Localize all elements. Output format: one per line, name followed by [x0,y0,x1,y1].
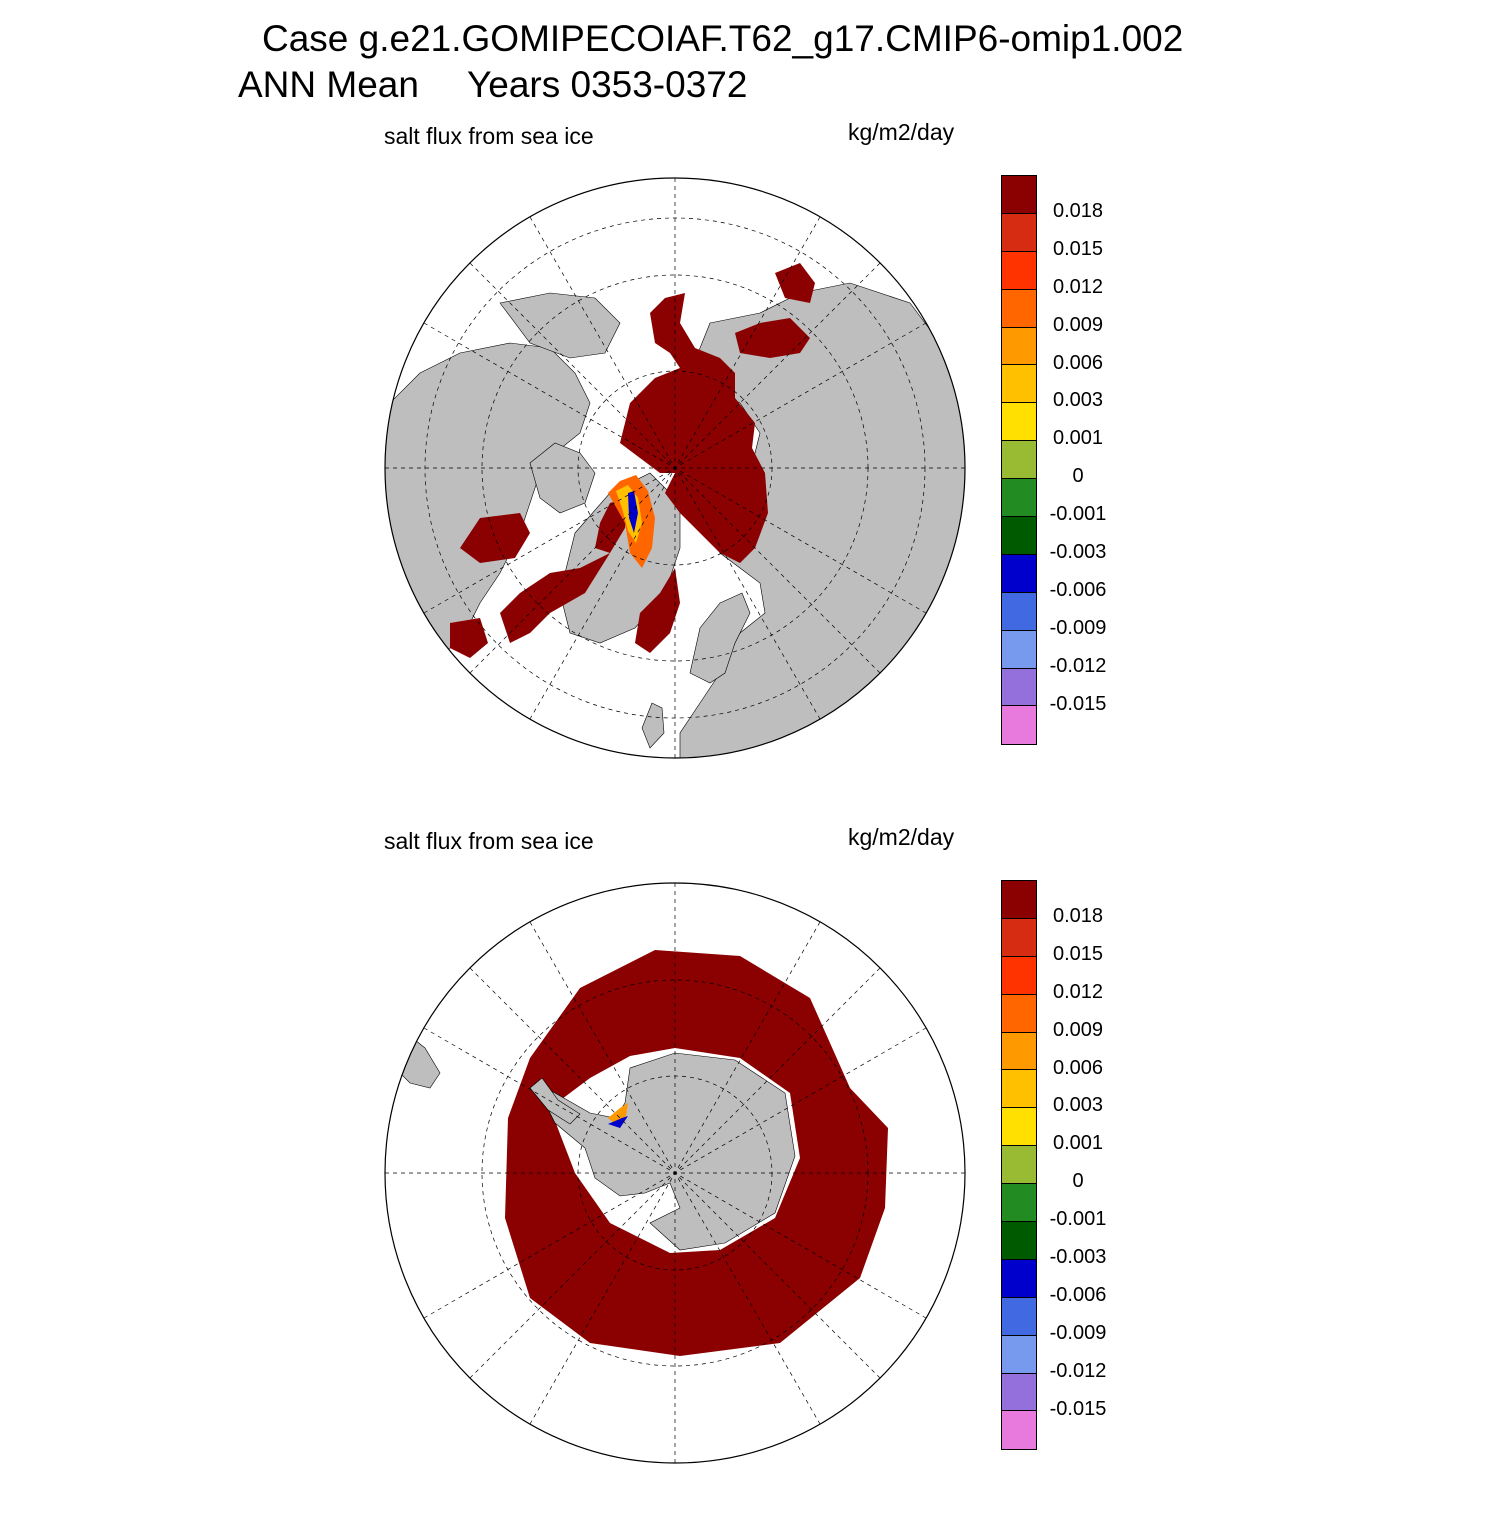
north-flux-bering [775,263,815,303]
north-flux-labrador [500,553,610,643]
north-colorbar-tick-label: 0.009 [1052,313,1104,336]
north-colorbar-tick-label: -0.012 [1049,654,1107,677]
north-colorbar-tick-label: 0.015 [1052,237,1104,260]
north-colorbar-box [1002,479,1036,518]
south-land-peninsula [529,1077,581,1125]
north-colorbar-box [1002,441,1036,480]
north-land-archipelago [529,442,596,514]
south-colorbar-tick-label: -0.012 [1049,1359,1107,1382]
south-map-border [384,882,966,1464]
south-colorbar-box [1002,956,1036,995]
south-colorbar-tick-label: 0.006 [1052,1056,1104,1079]
north-colorbar-box [1002,517,1036,555]
north-colorbar-box [1002,403,1036,442]
north-colorbar-tick-label: -0.009 [1049,616,1107,639]
season-years-title: ANN Mean Years 0353-0372 [238,64,747,106]
south-flux-gradient-blue [608,1116,628,1128]
north-colorbar-tick-label: 0.003 [1052,389,1104,412]
north-colorbar-box [1002,365,1036,404]
years-label: Years 0353-0372 [466,64,748,105]
north-panel-units: kg/m2/day [848,119,955,145]
north-land-uk [641,702,665,749]
north-flux-saint-lawrence [450,618,488,658]
north-flux-okhotsk [735,318,810,358]
north-polar-map [384,177,966,759]
south-colorbar-box [1002,1222,1036,1260]
south-colorbar-tick-label: 0.012 [1052,980,1104,1003]
north-flux-east-greenland [635,568,680,653]
south-colorbar-box [1002,1070,1036,1109]
south-colorbar-tick-label: 0.018 [1052,904,1104,927]
south-colorbar-tick-label: -0.006 [1049,1283,1107,1306]
north-colorbar-tick-label: 0 [1072,465,1084,488]
south-colorbar-tick-label: -0.001 [1049,1208,1107,1231]
south-polar-map [384,882,966,1464]
north-panel: salt flux from sea ice kg/m2/day [0,119,1500,828]
south-colorbar-tick-label: -0.003 [1049,1246,1107,1268]
north-colorbar-box [1002,251,1036,290]
south-flux-ring [505,950,888,1356]
south-colorbar-box [1002,1184,1036,1223]
north-graticule [385,178,965,758]
south-flux-gradient [608,1103,628,1124]
south-colorbar-tick-label: 0 [1072,1170,1084,1193]
south-colorbar-tick-label: 0.001 [1052,1132,1104,1155]
south-colorbar-tick-label: 0.009 [1052,1018,1104,1041]
south-colorbar-tick-label: -0.015 [1049,1397,1107,1420]
south-colorbar-box [1002,881,1036,919]
south-panel-title: salt flux from sea ice [384,828,594,854]
south-colorbar-box [1002,994,1036,1033]
south-colorbar-box [1002,918,1036,957]
north-colorbar-box [1002,176,1036,214]
north-flux-hudson-bay [460,513,530,563]
south-colorbar-box [1002,1373,1036,1412]
south-colorbar-box [1002,1259,1036,1298]
north-flux-arctic-basin [620,293,768,563]
north-colorbar-box [1002,668,1036,707]
south-panel-units: kg/m2/day [848,824,955,850]
south-colorbar-box [1002,1108,1036,1147]
north-panel-title: salt flux from sea ice [384,123,594,149]
north-colorbar-tick-label: -0.001 [1049,503,1107,526]
north-colorbar-box [1002,554,1036,593]
north-colorbar-box [1002,289,1036,328]
north-colorbar-tick-label: 0.012 [1052,275,1104,298]
north-colorbar [1001,175,1037,746]
case-title: Case g.e21.GOMIPECOIAF.T62_g17.CMIP6-omi… [262,18,1184,59]
north-land-alaska [499,292,621,359]
north-colorbar-box [1002,706,1036,745]
north-colorbar-box [1002,630,1036,669]
south-colorbar-box [1002,1297,1036,1336]
south-land-antarctica [534,1052,796,1251]
north-colorbar-tick-label: -0.006 [1049,578,1107,601]
south-graticule [385,883,965,1463]
north-colorbar-tick-label: -0.003 [1049,541,1107,563]
south-colorbar-tick-label: 0.015 [1052,942,1104,965]
north-colorbar-box [1002,327,1036,366]
north-colorbar-tick-label: 0.001 [1052,427,1104,450]
north-flux-gradient-blue [628,491,638,533]
south-colorbar-box [1002,1411,1036,1450]
south-colorbar [1001,880,1037,1451]
north-colorbar-tick-label: 0.018 [1052,199,1104,222]
south-colorbar-box [1002,1335,1036,1374]
north-map-border [384,177,966,759]
season-label: ANN Mean [238,64,419,105]
north-colorbar-box [1002,592,1036,631]
north-colorbar-tick-label: -0.015 [1049,692,1107,715]
south-colorbar-tick-label: -0.009 [1049,1321,1107,1344]
south-colorbar-box [1002,1146,1036,1185]
north-land-scandinavia [689,592,751,684]
north-colorbar-box [1002,213,1036,252]
north-colorbar-tick-label: 0.006 [1052,351,1104,374]
south-panel: salt flux from sea ice kg/m2/day [0,824,1500,1533]
south-colorbar-tick-label: 0.003 [1052,1094,1104,1117]
south-colorbar-box [1002,1032,1036,1071]
